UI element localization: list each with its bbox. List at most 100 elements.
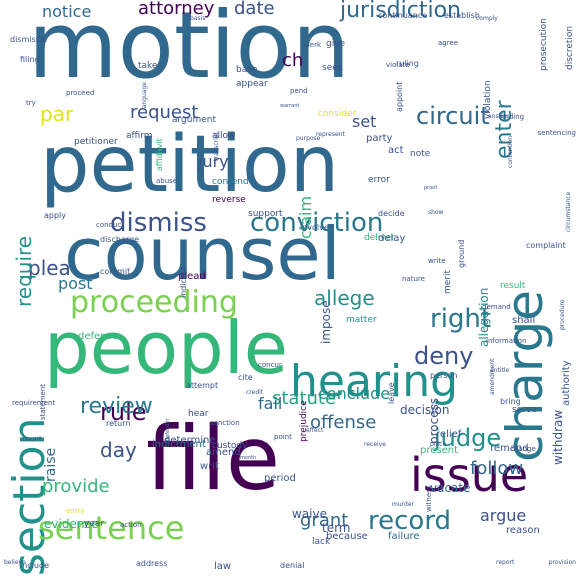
word-remand: remand: [490, 443, 529, 454]
word-requirement: requirement: [12, 399, 56, 407]
word-day: day: [100, 438, 137, 462]
word-cite: cite: [238, 373, 253, 382]
word-discretion: discretion: [565, 26, 575, 71]
word-nature: nature: [402, 275, 425, 283]
word-conclude: conclude: [318, 384, 391, 403]
word-believe: believe: [4, 559, 26, 566]
word-fail: fail: [258, 394, 283, 413]
word-indictment: indictment: [152, 439, 206, 450]
word-require: require: [12, 236, 36, 308]
word-complaint: complaint: [526, 241, 566, 250]
word-comply: comply: [476, 15, 498, 22]
word-deny: deny: [414, 342, 474, 370]
word-sentence: sentence: [38, 509, 185, 547]
word-warrant: warrant: [280, 103, 300, 109]
word-circuit: circuit: [416, 102, 490, 130]
word-prosecution: prosecution: [539, 18, 549, 71]
word-offense: offense: [310, 412, 377, 433]
word-concur: concur: [258, 361, 282, 369]
word-ruling: ruling: [396, 59, 419, 68]
word-show: show: [428, 209, 444, 216]
word-year: year: [84, 519, 105, 529]
word-failure: failure: [388, 531, 420, 542]
word-deliver: deliver: [364, 233, 395, 243]
word-note: note: [410, 149, 431, 159]
word-ch: ch: [282, 50, 304, 71]
word-report: report: [496, 559, 515, 566]
word-because: because: [326, 531, 368, 542]
word-evidence: evidence: [44, 517, 99, 531]
word-circumstance: circumstance: [565, 192, 572, 233]
word-appoint: appoint: [395, 82, 404, 113]
word-credit: credit: [246, 389, 264, 396]
word-seek: seek: [322, 63, 343, 73]
word-provision: provision: [548, 559, 576, 566]
word-change: change: [510, 445, 536, 453]
word-follow: follow: [470, 458, 524, 479]
word-serve: serve: [512, 405, 537, 415]
word-review: review: [80, 394, 153, 419]
word-statute: statute: [272, 388, 337, 409]
word-proceeding: proceeding: [70, 285, 238, 320]
word-support: support: [248, 209, 283, 219]
word-lack: lack: [312, 537, 331, 547]
word-take: take: [138, 61, 158, 71]
word-defender: defender: [165, 418, 171, 441]
word-conduct: conduct: [96, 221, 125, 229]
word-petition: petition: [40, 120, 340, 210]
word-conviction: conviction: [250, 208, 384, 238]
word-entitle: entitle: [490, 367, 510, 374]
word-raise: raise: [43, 448, 59, 483]
word-impose: impose: [319, 300, 333, 344]
word-hearing: hearing: [290, 356, 459, 407]
word-date: date: [234, 0, 275, 19]
word-action: action: [120, 521, 142, 529]
word-dismissal: dismissal: [10, 35, 47, 44]
word-apply: apply: [44, 211, 67, 220]
word-basis: basis: [190, 15, 206, 22]
word-people: people: [44, 306, 289, 390]
word-count: count: [22, 435, 42, 443]
word-base: base: [236, 65, 258, 75]
word-receive: receive: [364, 441, 386, 448]
word-amendment: amendment: [489, 358, 496, 395]
word-matter: matter: [346, 315, 377, 325]
word-judge: judge: [434, 424, 502, 452]
word-authority: authority: [561, 360, 572, 406]
word-dismiss: dismiss: [110, 208, 207, 238]
word-allege: allege: [314, 286, 375, 310]
word-party: party: [366, 133, 393, 144]
word-answer: answer: [488, 113, 510, 120]
word-par: par: [40, 102, 74, 126]
word-sanction: sanction: [210, 419, 240, 427]
word-demand: demand: [482, 303, 511, 311]
word-leave: leave: [387, 382, 396, 404]
word-relief: relief: [436, 429, 462, 440]
word-determine: determine: [164, 435, 216, 446]
word-effect: effect: [306, 427, 324, 434]
word-affidavit: affidavit: [155, 138, 164, 171]
word-address: address: [136, 559, 168, 568]
word-vacate: vacate: [430, 481, 471, 495]
word-provide: provide: [42, 476, 110, 497]
word-give: give: [326, 39, 346, 49]
word-sentencing: sentencing: [537, 129, 576, 137]
word-discharge: discharge: [100, 235, 139, 244]
word-jury: jury: [198, 152, 229, 171]
word-bring: bring: [500, 397, 521, 406]
word-attorney: attorney: [138, 0, 215, 19]
word-write: write: [428, 257, 446, 265]
word-rule: rule: [100, 398, 147, 426]
word-affirm: affirm: [126, 131, 153, 141]
word-contention: contention: [507, 136, 514, 169]
word-month: month: [240, 455, 257, 461]
word-law: law: [214, 561, 232, 572]
word-decide: decide: [378, 209, 405, 218]
word-continuance: continuance: [378, 11, 428, 20]
word-decision: decision: [400, 403, 450, 417]
word-involve: involve: [300, 223, 329, 232]
word-indicate: indicate: [179, 266, 188, 298]
word-plea: plea: [28, 256, 71, 280]
word-issue: issue: [410, 448, 529, 502]
word-prejudice: prejudice: [299, 400, 309, 442]
